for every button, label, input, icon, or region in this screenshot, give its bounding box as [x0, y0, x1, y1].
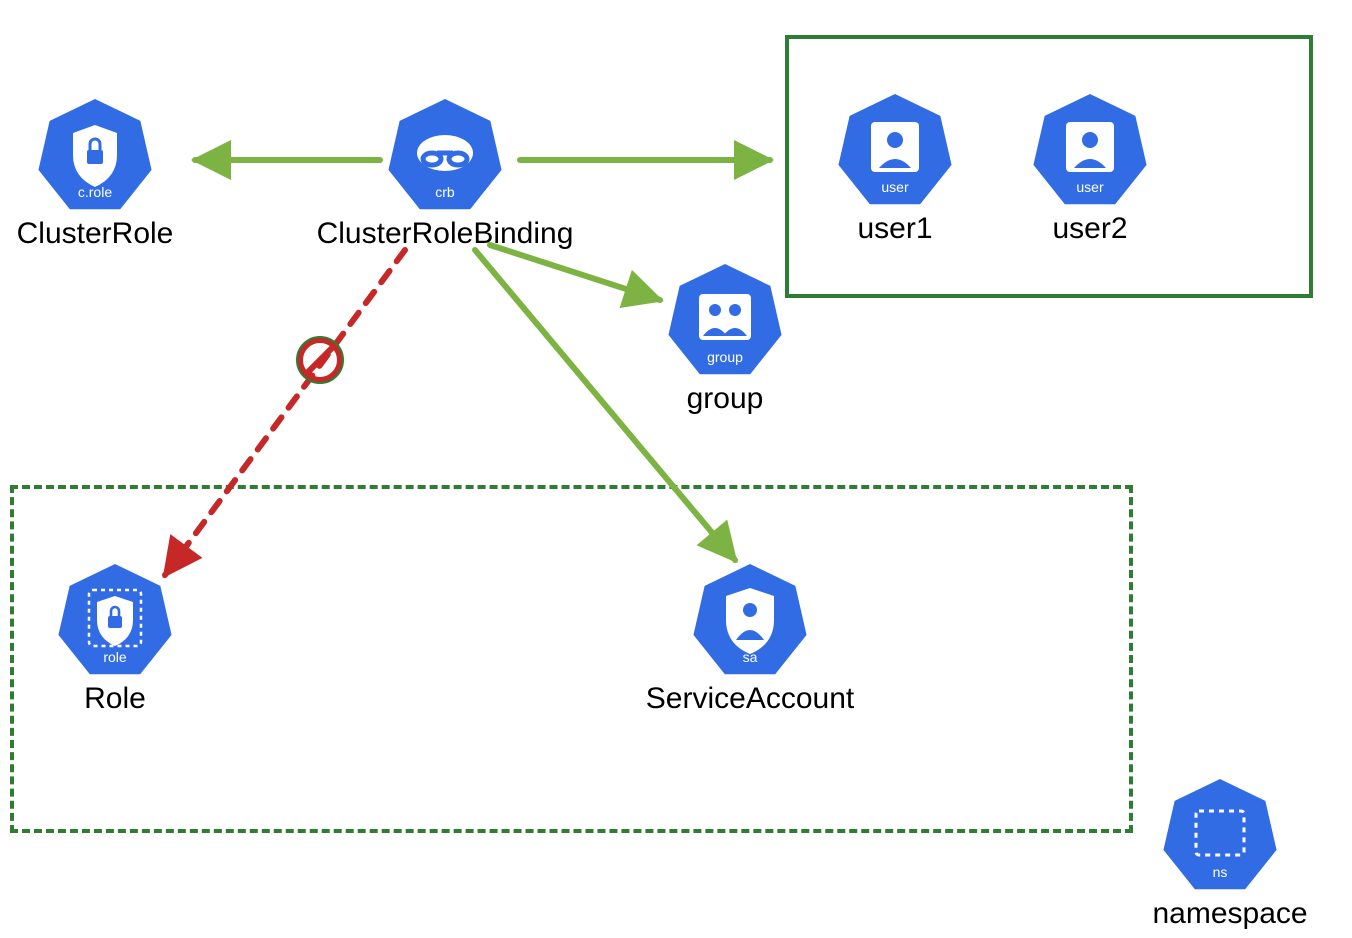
node-group: group group [665, 260, 785, 416]
svg-text:user: user [1076, 179, 1104, 195]
user1-label: user1 [835, 212, 955, 246]
clusterrole-icon: c.role [35, 95, 155, 215]
user2-icon: user [1030, 90, 1150, 210]
node-user2: user user2 [1030, 90, 1150, 246]
prohibit-icon [295, 335, 345, 385]
diagram-stage: { "diagram": { "type": "network", "backg… [0, 0, 1352, 938]
namespace-label: namespace [1153, 897, 1288, 931]
namespace-box [10, 485, 1133, 833]
clusterrolebinding-icon: crb [385, 95, 505, 215]
clusterrole-label: ClusterRole [13, 217, 178, 251]
svg-text:group: group [707, 349, 743, 365]
node-serviceaccount: sa ServiceAccount [690, 560, 900, 716]
svg-text:ns: ns [1213, 864, 1228, 880]
node-clusterrolebinding: crb ClusterRoleBinding [385, 95, 655, 251]
node-namespace: ns namespace [1160, 775, 1295, 931]
serviceaccount-label: ServiceAccount [645, 682, 855, 716]
svg-text:sa: sa [743, 649, 758, 665]
svg-text:c.role: c.role [78, 184, 112, 200]
role-label: Role [55, 682, 175, 716]
svg-text:role: role [103, 649, 127, 665]
serviceaccount-icon: sa [690, 560, 810, 680]
svg-text:crb: crb [435, 184, 455, 200]
role-icon: role [55, 560, 175, 680]
node-user1: user user1 [835, 90, 955, 246]
group-label: group [665, 382, 785, 416]
svg-text:user: user [881, 179, 909, 195]
namespace-icon: ns [1160, 775, 1280, 895]
clusterrolebinding-label: ClusterRoleBinding [310, 217, 580, 251]
group-icon: group [665, 260, 785, 380]
user1-icon: user [835, 90, 955, 210]
node-clusterrole: c.role ClusterRole [35, 95, 200, 251]
user2-label: user2 [1030, 212, 1150, 246]
node-role: role Role [55, 560, 175, 716]
